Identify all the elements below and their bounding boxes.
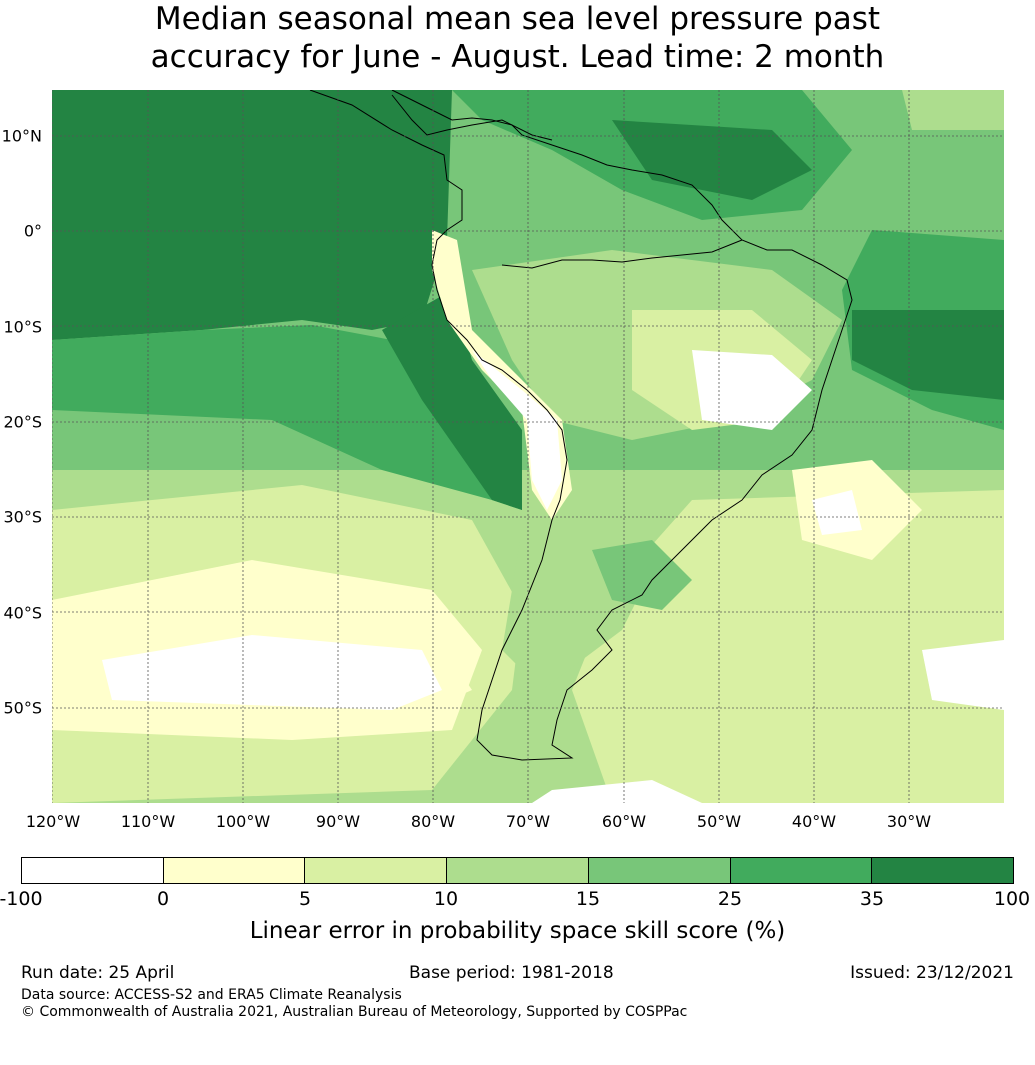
- base-period: Base period: 1981-2018: [409, 963, 614, 983]
- lon-label-120w: 120°W: [25, 812, 81, 831]
- colorbar-segment: [163, 858, 306, 883]
- skill-region: [692, 350, 812, 430]
- skill-region: [612, 120, 812, 200]
- colorbar-segment: [588, 858, 731, 883]
- skill-region: [812, 490, 862, 535]
- skill-region: [472, 350, 562, 510]
- lat-label-40s: 40°S: [3, 603, 42, 623]
- colorbar-tick: 0: [156, 888, 170, 910]
- colorbar-label: Linear error in probability space skill …: [249, 918, 786, 944]
- colorbar-tick: 35: [859, 888, 885, 910]
- colorbar-tick: 5: [298, 888, 312, 910]
- skill-region: [52, 90, 452, 340]
- skill-region: [52, 325, 522, 510]
- amazon-river: [501, 239, 743, 269]
- lat-label-10n: 10°N: [1, 126, 42, 146]
- lon-label-70w: 70°W: [505, 812, 551, 831]
- skill-region: [532, 780, 702, 803]
- copyright: © Commonwealth of Australia 2021, Austra…: [21, 1004, 688, 1020]
- title-line-2: accuracy for June - August. Lead time: 2…: [150, 39, 885, 75]
- lon-label-30w: 30°W: [886, 812, 932, 831]
- graticule: [52, 90, 1004, 803]
- lat-label-0: 0°: [23, 221, 42, 241]
- colorbar-tick: 15: [575, 888, 601, 910]
- colorbar-segment: [872, 858, 1014, 883]
- lon-label-90w: 90°W: [315, 812, 361, 831]
- skill-region: [382, 290, 522, 510]
- colorbar: [21, 857, 1014, 884]
- lon-label-50w: 50°W: [696, 812, 742, 831]
- colorbar-tick: -100: [0, 888, 43, 910]
- colorbar-tick: 100: [993, 888, 1031, 910]
- lon-label-60w: 60°W: [601, 812, 647, 831]
- caribbean-coast: [391, 94, 553, 141]
- colorbar-segment: [305, 858, 448, 883]
- lat-label-50s: 50°S: [3, 698, 42, 718]
- colorbar-segment: [730, 858, 873, 883]
- skill-region: [592, 540, 692, 610]
- skill-score-map: [52, 90, 1004, 803]
- map-title: Median seasonal mean sea level pressure …: [0, 0, 1035, 76]
- skill-region: [922, 640, 1004, 710]
- colorbar-segment: [22, 858, 164, 883]
- lat-label-20s: 20°S: [3, 412, 42, 432]
- lon-label-40w: 40°W: [791, 812, 837, 831]
- data-source: Data source: ACCESS-S2 and ERA5 Climate …: [21, 987, 402, 1003]
- issued-date: Issued: 23/12/2021: [850, 963, 1014, 983]
- colorbar-tick: 25: [717, 888, 743, 910]
- title-line-1: Median seasonal mean sea level pressure …: [154, 1, 881, 37]
- run-date: Run date: 25 April: [21, 963, 175, 983]
- skill-region: [902, 90, 1004, 130]
- skill-region: [102, 635, 442, 710]
- lon-label-80w: 80°W: [410, 812, 456, 831]
- lon-label-110w: 110°W: [120, 812, 176, 831]
- lat-label-30s: 30°S: [3, 507, 42, 527]
- lon-label-100w: 100°W: [215, 812, 271, 831]
- coastline: [309, 90, 853, 761]
- lat-label-10s: 10°S: [3, 317, 42, 337]
- colorbar-tick: 10: [433, 888, 459, 910]
- skill-region: [852, 310, 1004, 400]
- colorbar-segment: [447, 858, 589, 883]
